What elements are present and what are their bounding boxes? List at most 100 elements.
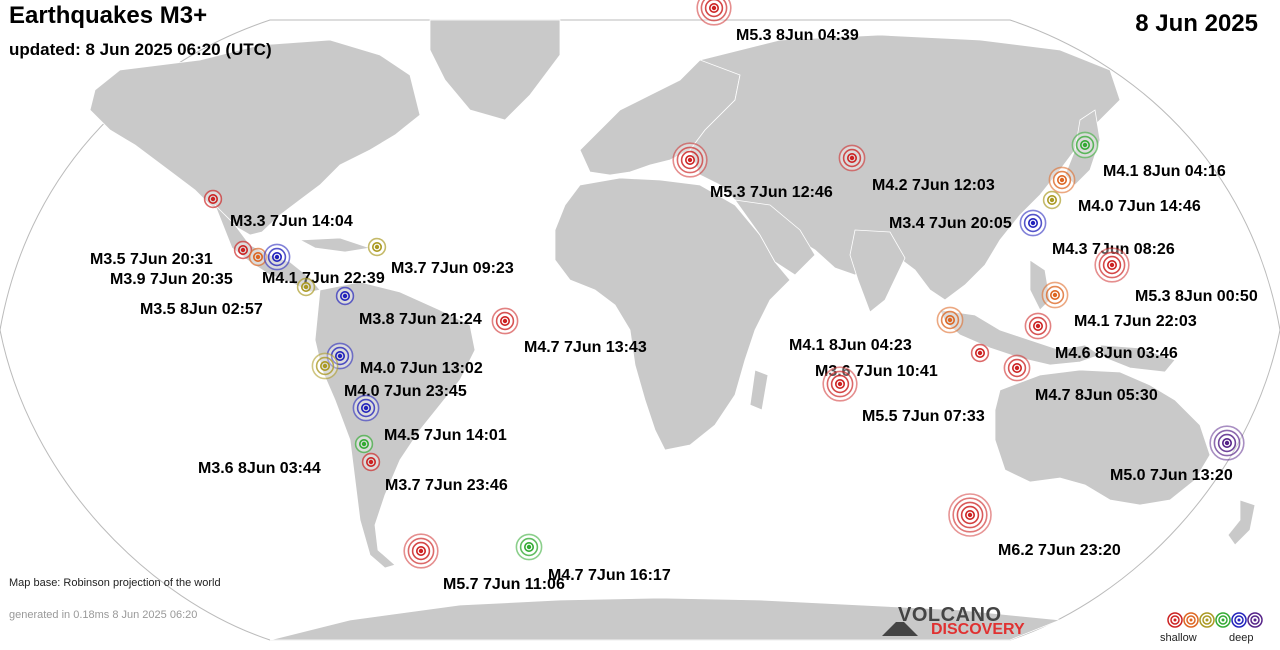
quake-ring	[208, 194, 219, 205]
quake-label: M3.7 7Jun 09:23	[391, 260, 514, 277]
quake-ring	[944, 314, 955, 325]
landmasses	[89, 19, 1256, 641]
quake-ring	[253, 252, 264, 263]
quake-label: M5.3 8Jun 00:50	[1135, 288, 1258, 305]
quake-ring	[1098, 251, 1126, 279]
quake-marker[interactable]: M5.3 8Jun 04:39	[696, 0, 859, 44]
quake-ring	[238, 245, 249, 256]
quake-ring	[830, 374, 850, 394]
quake-ring	[956, 501, 984, 529]
quake-label: M3.6 7Jun 10:41	[815, 363, 938, 380]
quake-label: M5.3 8Jun 04:39	[736, 27, 859, 44]
map-base-credit: Map base: Robinson projection of the wor…	[9, 577, 221, 589]
quake-marker[interactable]: M3.7 7Jun 09:23	[367, 237, 514, 277]
quake-marker[interactable]: M3.6 8Jun 03:44	[198, 434, 374, 477]
legend-ring	[1247, 612, 1263, 628]
quake-center	[1224, 440, 1230, 446]
quake-ring	[415, 545, 426, 556]
quake-marker[interactable]: M3.8 7Jun 21:24	[335, 286, 482, 328]
quake-ring	[360, 402, 371, 413]
quake-label: M3.6 8Jun 03:44	[198, 460, 321, 477]
quake-marker[interactable]: M3.4 7Jun 20:05	[889, 190, 1062, 232]
quake-label: M5.0 7Jun 13:20	[1110, 467, 1233, 484]
quake-marker[interactable]: M4.5 7Jun 14:01	[352, 394, 507, 444]
quake-marker[interactable]: M3.6 7Jun 10:41	[815, 343, 990, 380]
legend-ring	[1202, 615, 1212, 625]
quake-ring	[1080, 140, 1091, 151]
land-japan	[1064, 109, 1101, 186]
quake-ring	[1028, 316, 1048, 336]
quake-marker[interactable]: M5.3 7Jun 12:46	[672, 142, 833, 201]
quake-label: M3.8 7Jun 21:24	[359, 311, 482, 328]
volcano-discovery-logo[interactable]: VOLCANO DISCOVERY	[880, 604, 1040, 640]
quake-label: M3.9 7Jun 20:35	[110, 271, 233, 288]
quake-marker[interactable]: M5.7 7Jun 11:06	[403, 533, 565, 593]
quake-ring	[411, 541, 431, 561]
legend-ring	[1183, 612, 1199, 628]
quake-marker[interactable]: M5.5 7Jun 07:33	[822, 366, 985, 425]
quake-marker[interactable]: M3.5 7Jun 20:31	[90, 240, 253, 268]
quake-label: M5.3 7Jun 12:46	[710, 184, 833, 201]
quake-marker[interactable]: M4.7 7Jun 13:43	[491, 307, 647, 356]
quake-center	[322, 363, 328, 369]
quake-marker[interactable]: M3.9 7Jun 20:35	[110, 247, 268, 288]
legend-ring	[1215, 612, 1231, 628]
quake-ring	[1222, 437, 1233, 448]
legend-ring	[1170, 615, 1180, 625]
quake-center	[374, 244, 380, 250]
quake-marker[interactable]: M4.1 8Jun 04:23	[789, 306, 964, 354]
quake-marker[interactable]: M6.2 7Jun 23:20	[948, 493, 1121, 559]
quake-label: M6.2 7Jun 23:20	[998, 542, 1121, 559]
logo-text-top: VOLCANO	[898, 604, 1002, 626]
land-madagascar	[749, 369, 769, 411]
quake-ring	[339, 290, 350, 301]
quake-ring	[1045, 285, 1065, 305]
land-india	[849, 229, 906, 313]
quake-ring	[704, 0, 724, 18]
quake-center	[361, 441, 367, 447]
quake-center	[303, 284, 309, 290]
quake-marker[interactable]: M3.5 8Jun 02:57	[140, 277, 316, 318]
quake-marker[interactable]: M4.3 7Jun 08:26	[1019, 209, 1175, 258]
legend-dot	[1173, 618, 1177, 622]
quake-ring	[974, 347, 985, 358]
quake-ring	[319, 360, 330, 371]
quake-ring	[499, 315, 510, 326]
land-philippines	[1029, 259, 1051, 311]
quake-marker[interactable]: M4.1 7Jun 22:03	[1041, 281, 1197, 330]
quake-marker[interactable]: M5.3 8Jun 00:50	[1094, 247, 1258, 305]
quake-center	[1030, 220, 1036, 226]
quake-ring	[371, 242, 382, 253]
quake-marker[interactable]: M3.7 7Jun 23:46	[361, 452, 508, 494]
legend-dot	[1205, 618, 1209, 622]
generated-info: generated in 0.18ms 8 Jun 2025 06:20	[9, 609, 198, 621]
legend-dot	[1253, 618, 1257, 622]
quake-ring	[407, 537, 435, 565]
land-africa	[554, 177, 791, 451]
quake-marker[interactable]: M4.7 7Jun 16:17	[515, 533, 671, 584]
legend-dot	[1189, 618, 1193, 622]
land-indonesia	[939, 309, 1101, 366]
quake-marker[interactable]: M4.6 8Jun 03:46	[1024, 312, 1178, 362]
quake-marker[interactable]: M5.0 7Jun 13:20	[1110, 425, 1245, 484]
quake-marker[interactable]: M3.3 7Jun 14:04	[203, 189, 353, 230]
quake-ring	[271, 252, 282, 263]
quake-ring	[315, 356, 335, 376]
quake-label: M4.7 7Jun 13:43	[524, 339, 647, 356]
quake-label: M4.7 8Jun 05:30	[1035, 387, 1158, 404]
quake-marker[interactable]: M4.7 8Jun 05:30	[1003, 354, 1158, 404]
quake-center	[1035, 323, 1041, 329]
quake-ring	[334, 350, 345, 361]
quake-marker[interactable]: M4.0 7Jun 13:02	[326, 342, 483, 377]
quake-center	[687, 157, 693, 163]
quake-marker[interactable]: M4.1 8Jun 04:16	[1071, 131, 1226, 180]
quake-ring	[684, 155, 695, 166]
quake-marker[interactable]: M4.0 7Jun 23:45	[311, 352, 467, 400]
land-arabia	[734, 199, 816, 276]
land-greenland	[429, 19, 561, 121]
quake-marker[interactable]: M4.2 7Jun 12:03	[838, 144, 995, 194]
volcano-icon	[882, 622, 918, 636]
quake-marker[interactable]: M4.1 7Jun 22:39	[262, 243, 385, 287]
quake-marker[interactable]: M4.0 7Jun 14:46	[1048, 166, 1201, 215]
quake-ring	[300, 281, 311, 292]
